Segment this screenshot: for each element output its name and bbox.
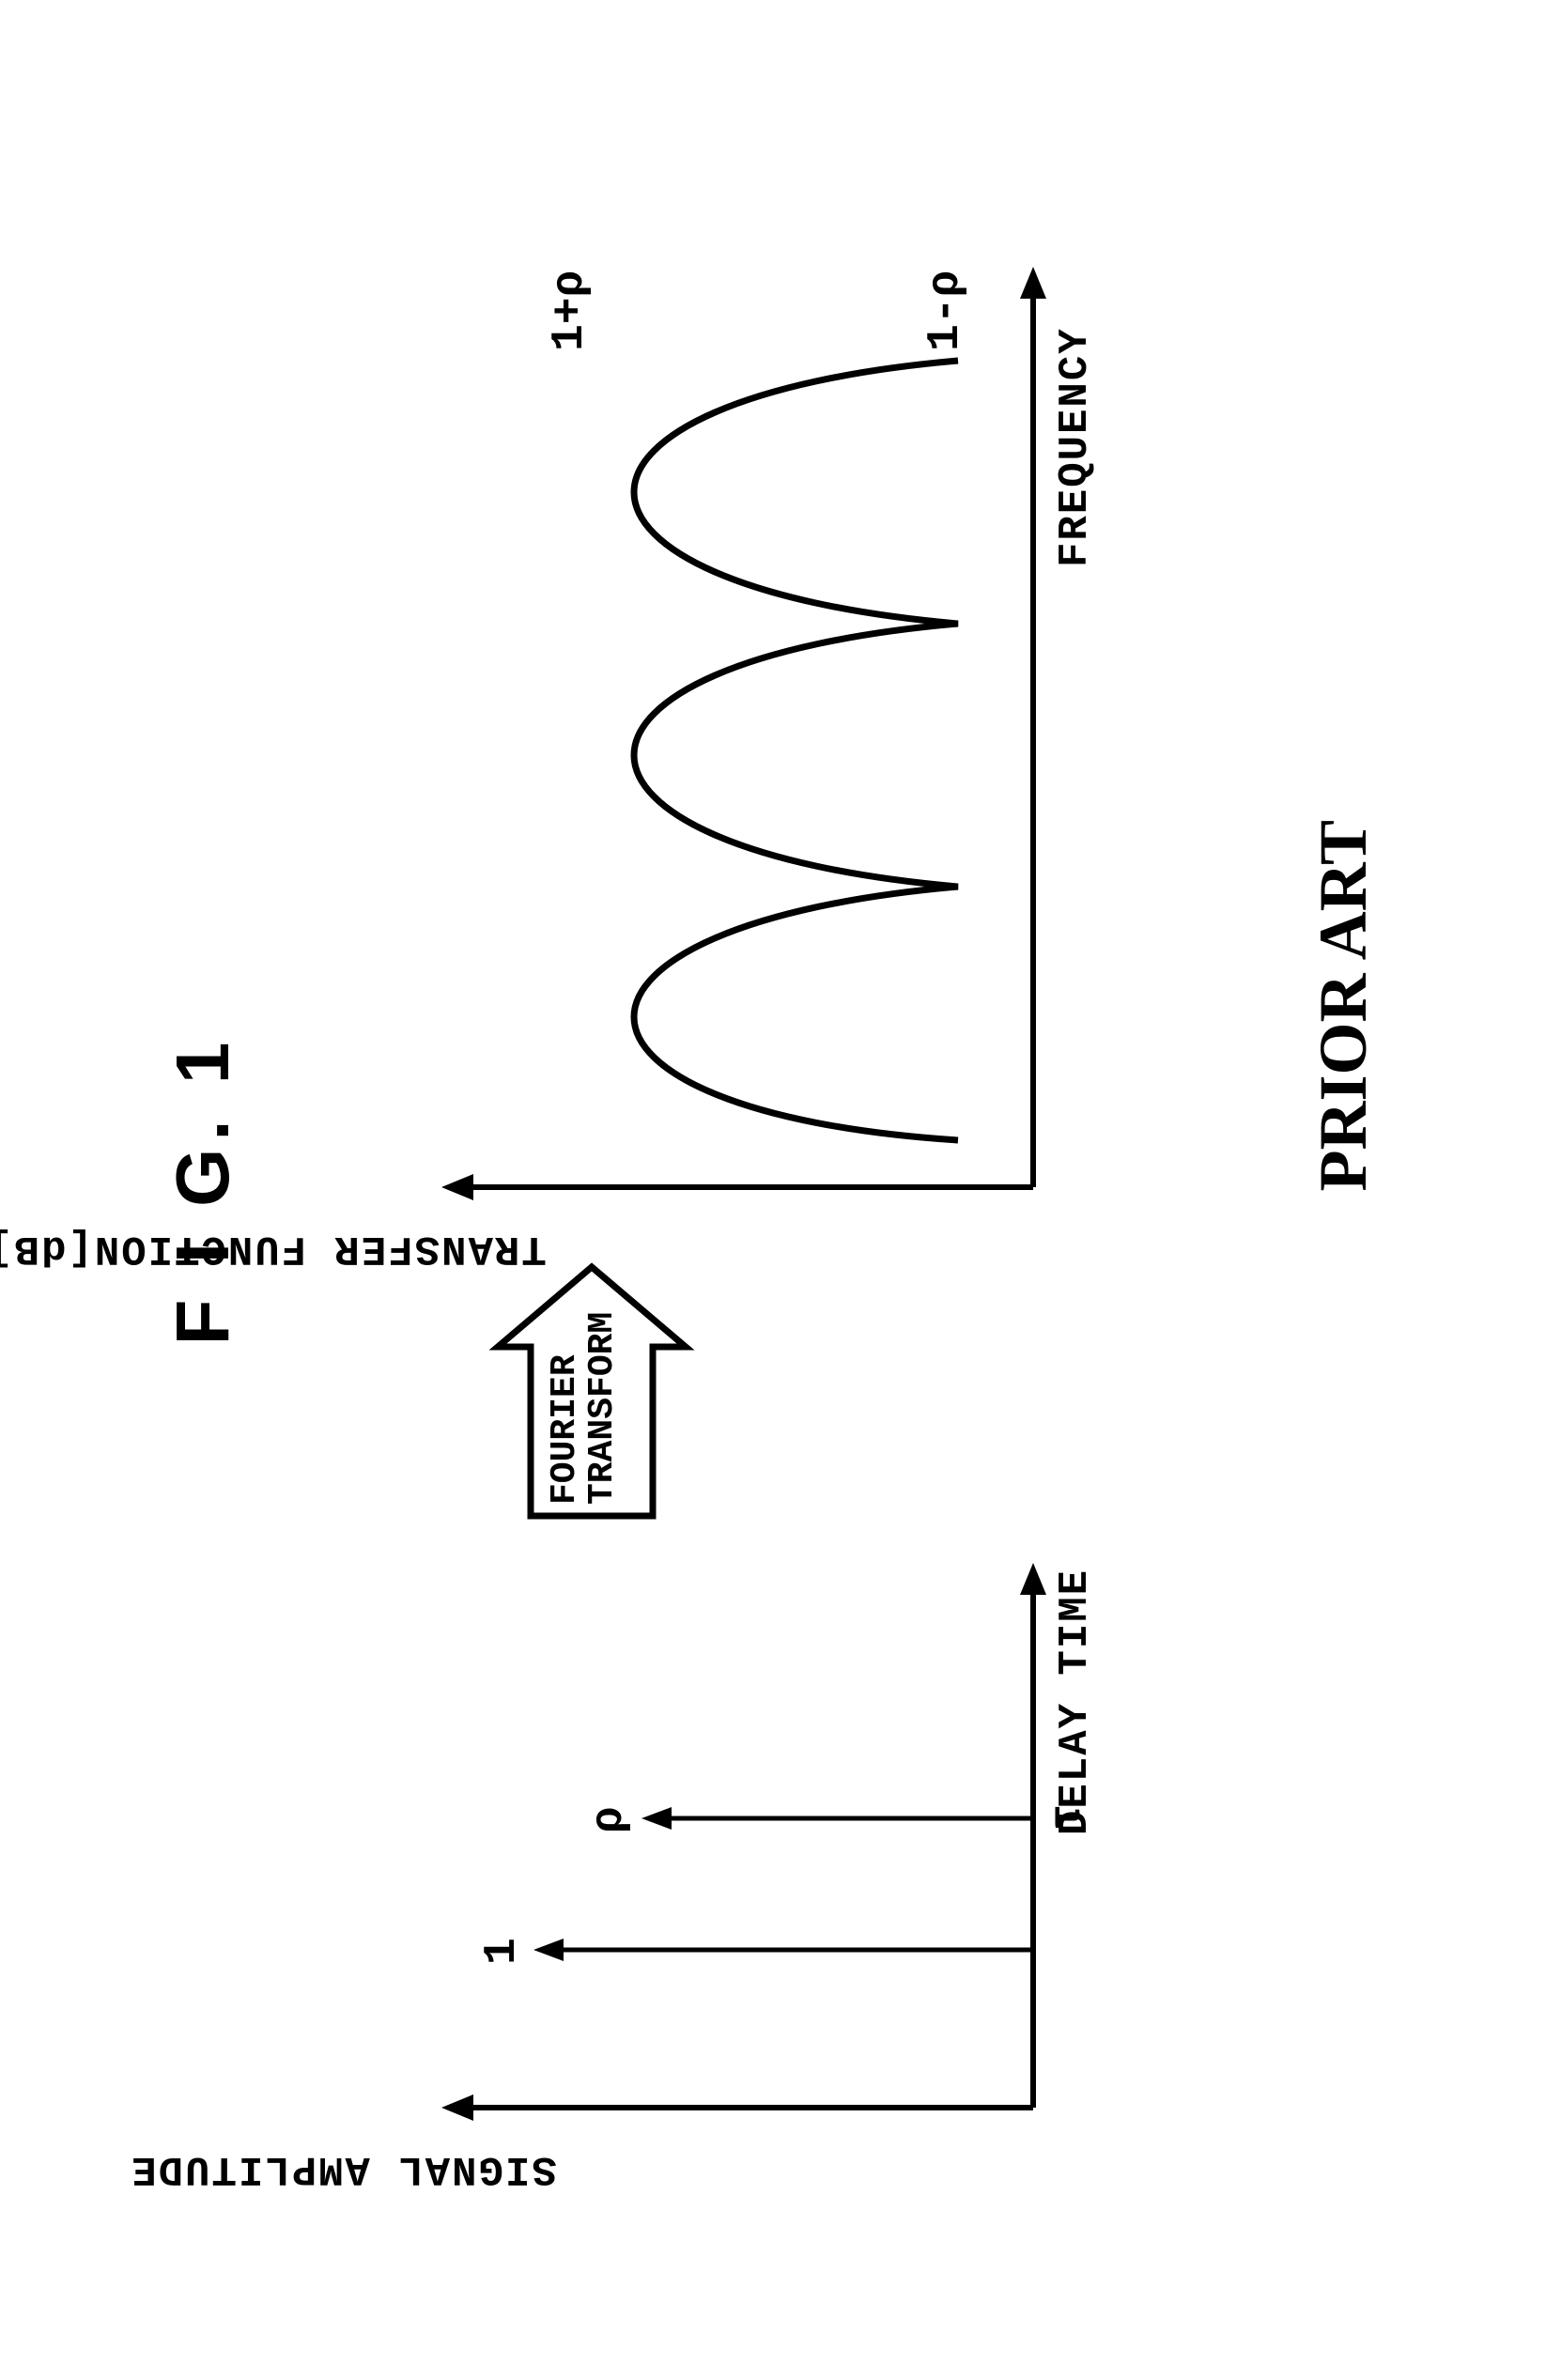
right-x-label: FREQUENCY bbox=[1052, 327, 1099, 567]
page: F I G. 1 SIGNAL AMPLITUDE DELAY TIME 1 ρ bbox=[38, 38, 1523, 2342]
left-chart-svg bbox=[432, 1544, 1108, 2183]
top-label: 1+ρ bbox=[545, 270, 595, 351]
right-chart: TRANSFER FUNCTION[dB] FREQUENCY 1+ρ 1-ρ bbox=[432, 248, 1108, 1262]
figure-title: F I G. 1 bbox=[160, 1035, 246, 1346]
fourier-label: FOURIER TRANSFORM bbox=[547, 1312, 622, 1505]
impulse-1-label: 1 bbox=[477, 1938, 528, 1965]
right-chart-svg bbox=[432, 248, 1108, 1262]
bottom-label: 1-ρ bbox=[920, 270, 971, 351]
left-y-label: SIGNAL AMPLITUDE bbox=[130, 2145, 556, 2192]
left-chart: SIGNAL AMPLITUDE DELAY TIME 1 ρ τ bbox=[432, 1544, 1108, 2183]
fourier-line-2: TRANSFORM bbox=[582, 1312, 623, 1505]
fourier-arrow-block: FOURIER TRANSFORM bbox=[488, 1262, 695, 1525]
prior-art-label: PRIOR ART bbox=[1305, 820, 1383, 1192]
impulse-2-label: ρ bbox=[584, 1806, 635, 1833]
right-y-label: TRANSFER FUNCTION[dB] bbox=[0, 1225, 547, 1272]
figure-container: F I G. 1 SIGNAL AMPLITUDE DELAY TIME 1 ρ bbox=[38, 38, 1523, 2342]
tau-label: τ bbox=[1043, 1803, 1093, 1831]
fourier-line-1: FOURIER bbox=[545, 1354, 585, 1505]
left-x-label: DELAY TIME bbox=[1052, 1569, 1099, 1835]
